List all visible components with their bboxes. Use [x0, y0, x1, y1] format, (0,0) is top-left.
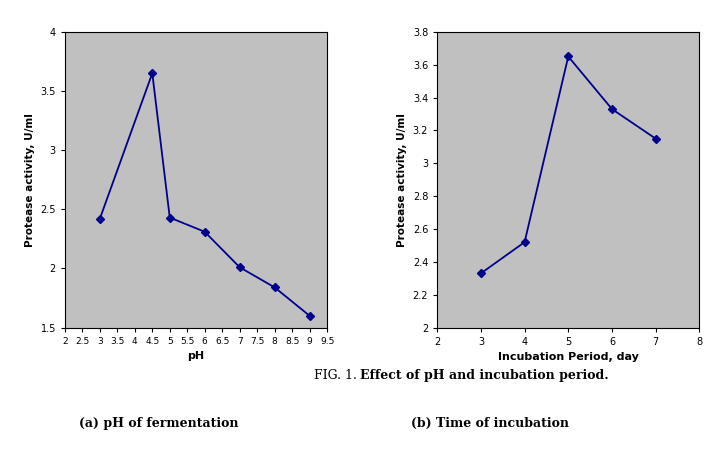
- Y-axis label: Protease activity, U/ml: Protease activity, U/ml: [25, 113, 35, 247]
- Text: (a) pH of fermentation: (a) pH of fermentation: [79, 417, 239, 430]
- Text: FIG. 1.: FIG. 1.: [314, 369, 360, 382]
- Text: (b) Time of incubation: (b) Time of incubation: [411, 417, 570, 430]
- Y-axis label: Protease activity, U/ml: Protease activity, U/ml: [397, 113, 407, 247]
- X-axis label: Incubation Period, day: Incubation Period, day: [497, 352, 639, 362]
- Text: Effect of pH and incubation period.: Effect of pH and incubation period.: [360, 369, 609, 382]
- X-axis label: pH: pH: [187, 351, 205, 361]
